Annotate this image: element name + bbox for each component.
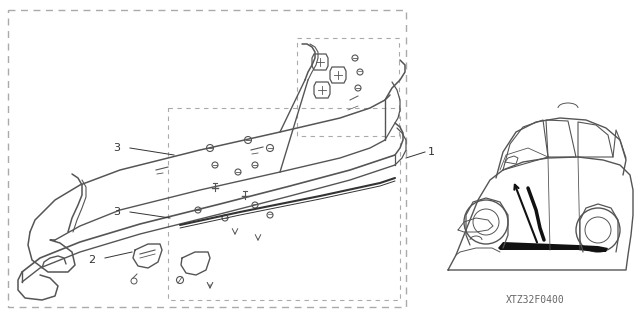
Text: 2: 2 <box>88 255 95 265</box>
Bar <box>8 10 406 307</box>
Text: 1: 1 <box>428 147 435 157</box>
Text: XTZ32F0400: XTZ32F0400 <box>506 295 564 305</box>
Bar <box>168 108 400 300</box>
Bar <box>297 38 399 136</box>
Text: 3: 3 <box>113 143 120 153</box>
Polygon shape <box>498 242 608 252</box>
Text: 3: 3 <box>113 207 120 217</box>
